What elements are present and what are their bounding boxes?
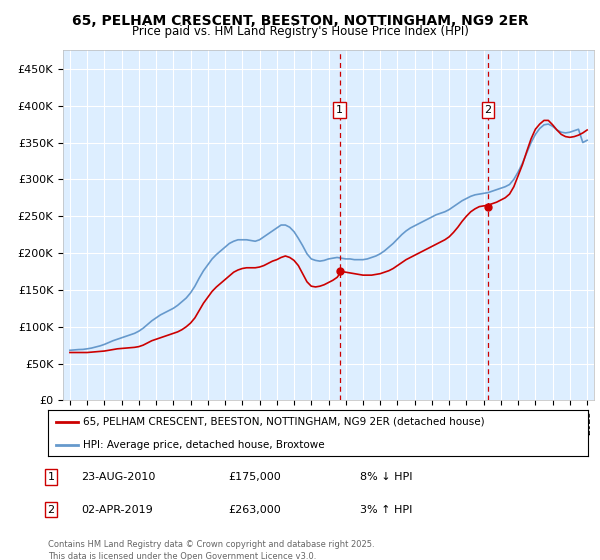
Text: 65, PELHAM CRESCENT, BEESTON, NOTTINGHAM, NG9 2ER: 65, PELHAM CRESCENT, BEESTON, NOTTINGHAM…	[71, 14, 529, 28]
Text: Price paid vs. HM Land Registry's House Price Index (HPI): Price paid vs. HM Land Registry's House …	[131, 25, 469, 38]
Text: 65, PELHAM CRESCENT, BEESTON, NOTTINGHAM, NG9 2ER (detached house): 65, PELHAM CRESCENT, BEESTON, NOTTINGHAM…	[83, 417, 485, 427]
Text: 2: 2	[484, 105, 491, 115]
Text: 02-APR-2019: 02-APR-2019	[81, 505, 153, 515]
Text: 1: 1	[336, 105, 343, 115]
Text: £175,000: £175,000	[228, 472, 281, 482]
Text: HPI: Average price, detached house, Broxtowe: HPI: Average price, detached house, Brox…	[83, 440, 325, 450]
Text: 1: 1	[47, 472, 55, 482]
Text: 8% ↓ HPI: 8% ↓ HPI	[360, 472, 413, 482]
Text: 2: 2	[47, 505, 55, 515]
Text: 3% ↑ HPI: 3% ↑ HPI	[360, 505, 412, 515]
Text: £263,000: £263,000	[228, 505, 281, 515]
Text: 23-AUG-2010: 23-AUG-2010	[81, 472, 155, 482]
Text: Contains HM Land Registry data © Crown copyright and database right 2025.
This d: Contains HM Land Registry data © Crown c…	[48, 540, 374, 560]
